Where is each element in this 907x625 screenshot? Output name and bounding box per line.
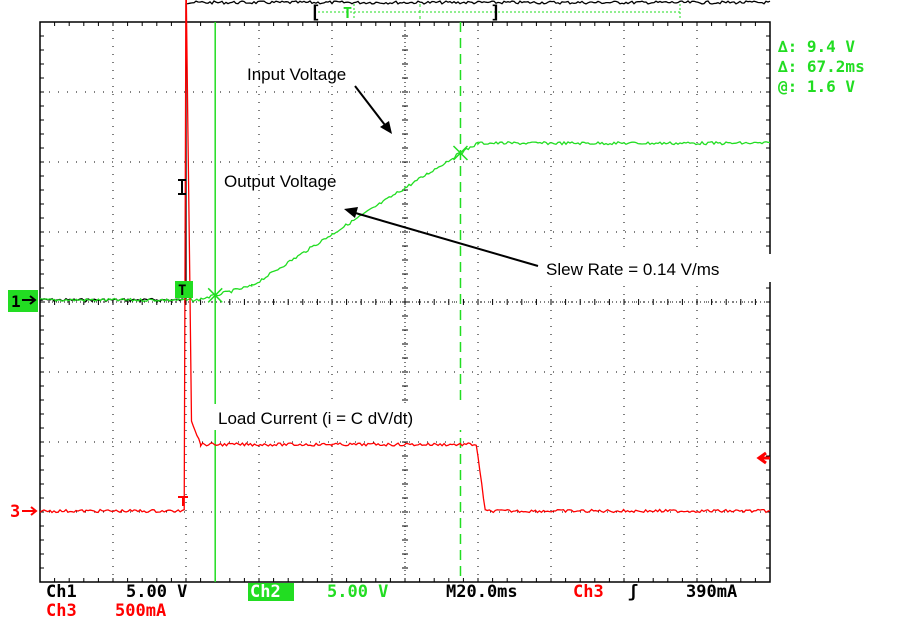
measurement-delta-voltage: ∆: 9.4 V bbox=[777, 37, 855, 56]
ch3-ground-marker[interactable]: 3 bbox=[10, 502, 38, 522]
ch1-label[interactable]: Ch1 bbox=[46, 582, 77, 602]
cursor-crosshair-2 bbox=[452, 145, 469, 161]
graticule bbox=[39, 21, 771, 583]
cursor-crosshairs bbox=[207, 145, 469, 303]
annotation-load-current: Load Current (i = C dV/dt) bbox=[218, 409, 413, 428]
status-bar: Ch1 5.00 V Ch2 5.00 V M20.0ms Ch3 ʃ 390m… bbox=[46, 582, 737, 621]
ch1-scale: 5.00 V bbox=[126, 582, 187, 602]
arrowhead-input-voltage bbox=[380, 121, 392, 134]
annotation-input-voltage: Input Voltage bbox=[247, 65, 346, 84]
svg-text:T: T bbox=[178, 283, 186, 299]
trigger-level-marker[interactable] bbox=[756, 451, 770, 465]
cursor-crosshair-1 bbox=[207, 287, 223, 303]
load-current-label-bg bbox=[213, 404, 475, 430]
measurement-at-voltage: @: 1.6 V bbox=[778, 77, 855, 96]
arrowhead-slew-rate bbox=[344, 207, 358, 218]
ch1-ground-marker[interactable]: 1 bbox=[8, 290, 38, 312]
ch2-ground-marker[interactable]: T bbox=[175, 281, 193, 299]
ch2-label[interactable]: Ch2 bbox=[250, 582, 281, 602]
annotation-slew-rate: Slew Rate = 0.14 V/ms bbox=[546, 260, 719, 279]
arrow-input-voltage bbox=[354, 85, 389, 130]
ch3-cursor-ticks bbox=[178, 179, 188, 506]
trigger-position-marker: T bbox=[343, 4, 352, 22]
slew-rate-label-bg bbox=[540, 254, 776, 282]
ch2-label-bg bbox=[248, 583, 294, 601]
svg-text:1: 1 bbox=[11, 292, 21, 311]
measurement-delta-time: ∆: 67.2ms bbox=[777, 57, 865, 76]
annotation-output-voltage: Output Voltage bbox=[224, 172, 336, 191]
trigger-source[interactable]: Ch3 bbox=[573, 582, 604, 602]
traces bbox=[39, 0, 771, 514]
trigger-slope-icon: ʃ bbox=[628, 582, 638, 602]
svg-text:3: 3 bbox=[10, 502, 20, 522]
arrow-slew-rate bbox=[351, 211, 539, 267]
ch3-label[interactable]: Ch3 bbox=[46, 601, 77, 621]
trigger-level[interactable]: 390mA bbox=[686, 582, 737, 602]
svg-text:[: [ bbox=[310, 2, 321, 23]
timebase[interactable]: M20.0ms bbox=[446, 582, 518, 602]
trace-ch3-load-current bbox=[39, 0, 771, 514]
record-length-bar: [ ] T bbox=[310, 2, 681, 23]
ch3-scale: 500mA bbox=[115, 601, 166, 621]
svg-text:]: ] bbox=[490, 2, 501, 23]
trace-ch2-output-voltage bbox=[40, 140, 771, 303]
ch2-scale: 5.00 V bbox=[327, 582, 388, 602]
